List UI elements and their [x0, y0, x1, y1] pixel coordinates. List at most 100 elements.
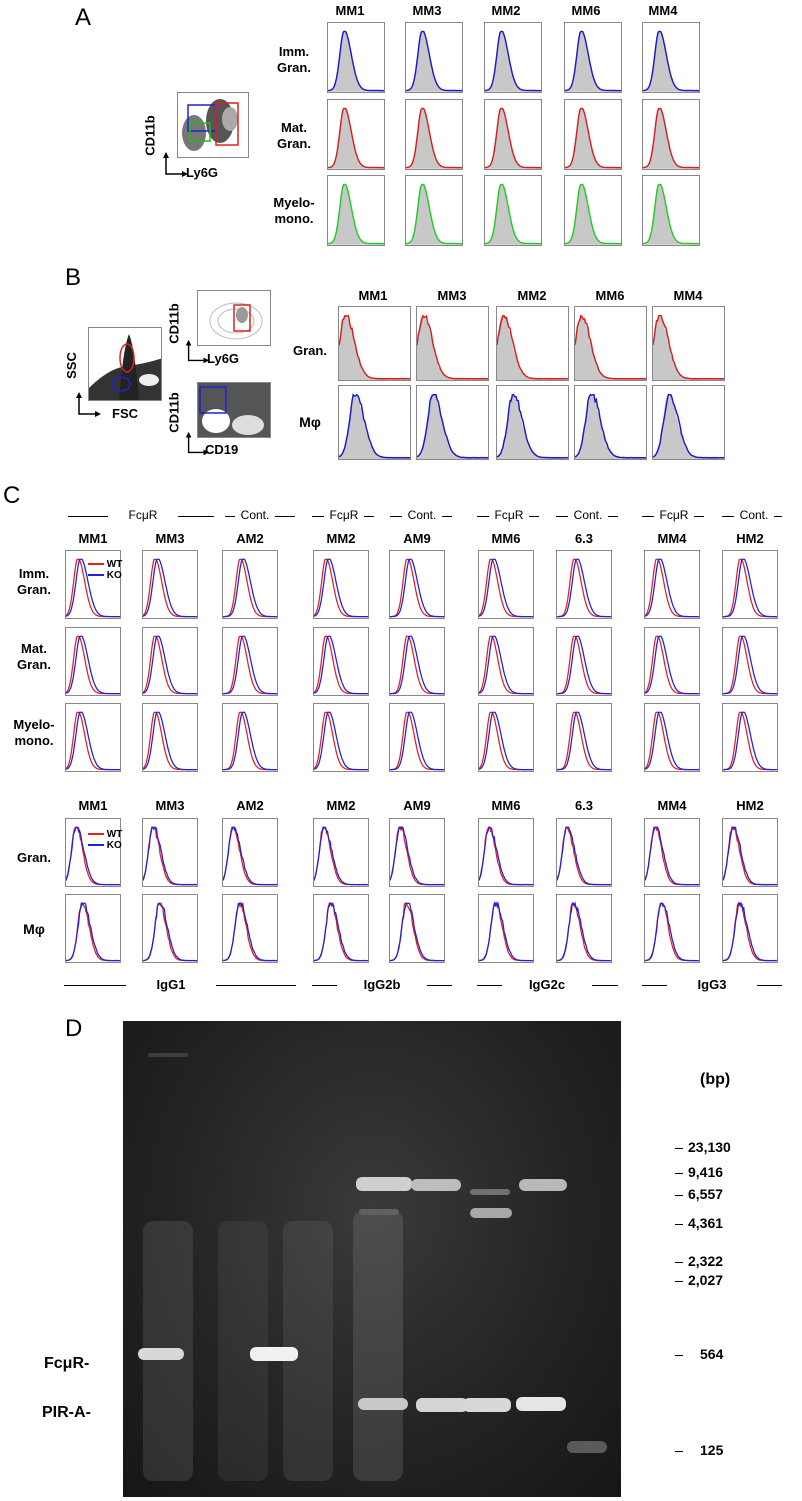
c-hist-top-r1-c2	[222, 627, 278, 696]
isotype-igg3: IgG3	[697, 977, 727, 992]
a-hist-r0-c2	[484, 22, 542, 93]
a-hist-r2-c1	[405, 175, 463, 246]
c-row-mphi: Mφ	[23, 921, 45, 937]
band-high-lane5	[356, 1177, 412, 1191]
c-hist-top-r1-c4	[389, 627, 445, 696]
axis-label-cd19: CD19	[205, 442, 239, 457]
bp-125: 125	[700, 1442, 724, 1458]
c-hist-top-r0-c2	[222, 550, 278, 619]
b-hist-r1-c4	[652, 385, 725, 460]
c-row-mat-gran: Mat. Gran.	[17, 641, 51, 672]
c-col-top-7: MM4	[657, 531, 687, 546]
c-hist-top-r0-c6	[556, 550, 612, 619]
c-col-top-2: AM2	[236, 531, 264, 546]
c-hdr-cont-3: Cont.	[573, 508, 603, 522]
c-hist-top-r2-c4	[389, 703, 445, 772]
c-hist-bot-r0-c7	[644, 818, 700, 887]
panel-letter-c: C	[3, 482, 21, 509]
c-col-top-0: MM1	[78, 531, 108, 546]
b-hist-r0-c0	[338, 306, 411, 381]
band-pira-lane7	[463, 1398, 511, 1412]
a-hist-r2-c3	[564, 175, 622, 246]
c-col-top-1: MM3	[155, 531, 185, 546]
c-hist-bot-r1-c8	[722, 894, 778, 963]
c-hdr-cont-4: Cont.	[739, 508, 769, 522]
a-col-mm4: MM4	[648, 3, 678, 18]
c-hist-top-r2-c7	[644, 703, 700, 772]
c-col-top-8: HM2	[736, 531, 764, 546]
c-hist-bot-r0-c8	[722, 818, 778, 887]
label-fcmur: FcμR-	[44, 1355, 90, 1372]
axis-arrows-b2	[185, 339, 210, 364]
b-hist-r0-c3	[574, 306, 647, 381]
a-hist-r0-c1	[405, 22, 463, 93]
a-hist-r2-c4	[642, 175, 700, 246]
b-col-mm6: MM6	[595, 288, 625, 303]
a-col-mm1: MM1	[335, 3, 365, 18]
axis-arrows-b1	[76, 392, 101, 417]
bp-4361: 4,361	[688, 1215, 724, 1231]
c-col-bot-6: 6.3	[574, 798, 594, 813]
a-hist-r2-c0	[327, 175, 385, 246]
b-hist-r1-c1	[416, 385, 489, 460]
c-col-bot-4: AM9	[403, 798, 431, 813]
a-hist-r1-c0	[327, 99, 385, 170]
a-col-mm3: MM3	[412, 3, 442, 18]
c-row-myelomono: Myelo- mono.	[13, 717, 55, 748]
a-hist-r1-c1	[405, 99, 463, 170]
b-row-gran: Gran.	[293, 343, 327, 358]
a-row-mat-gran: Mat. Gran.	[277, 120, 311, 151]
a-row-myelomono: Myelo- mono.	[273, 195, 315, 226]
b-col-mm1: MM1	[358, 288, 388, 303]
c-hdr-fc-4: FcμR	[659, 508, 689, 522]
c-hist-bot-r1-c7	[644, 894, 700, 963]
gating-plot-ssc-fsc	[88, 327, 162, 401]
c-col-top-4: AM9	[403, 531, 431, 546]
c-col-bot-5: MM6	[491, 798, 521, 813]
band-pira-lane6	[416, 1398, 468, 1412]
c-hist-top-r1-c6	[556, 627, 612, 696]
b-hist-r0-c2	[496, 306, 569, 381]
legend-top: WT KO	[88, 559, 122, 581]
legend-bottom: WT KO	[88, 829, 122, 851]
gating-plot-cd11b-cd19	[197, 382, 271, 438]
band-mid-lane7	[470, 1208, 512, 1218]
b-hist-r0-c4	[652, 306, 725, 381]
c-hdr-fc-1: FcμR	[128, 508, 158, 522]
isotype-igg2c: IgG2c	[528, 977, 566, 992]
c-hist-top-r2-c0	[65, 703, 121, 772]
c-hist-top-r0-c4	[389, 550, 445, 619]
c-hist-bot-r1-c0	[65, 894, 121, 963]
c-hist-top-r2-c8	[722, 703, 778, 772]
c-hist-bot-r0-c3	[313, 818, 369, 887]
panel-letter-b: B	[65, 264, 82, 291]
b-col-mm3: MM3	[437, 288, 467, 303]
c-hist-top-r0-c8	[722, 550, 778, 619]
c-hist-top-r1-c1	[142, 627, 198, 696]
c-col-bot-8: HM2	[736, 798, 764, 813]
panel-letter-a: A	[75, 4, 92, 31]
b-col-mm2: MM2	[517, 288, 547, 303]
c-hist-bot-r0-c1	[142, 818, 198, 887]
band-pira-lane8	[516, 1397, 566, 1411]
c-hist-bot-r1-c1	[142, 894, 198, 963]
axis-label-fsc: FSC	[112, 406, 138, 421]
a-hist-r0-c0	[327, 22, 385, 93]
a-hist-r1-c2	[484, 99, 542, 170]
c-hist-top-r1-c7	[644, 627, 700, 696]
a-col-mm6: MM6	[571, 3, 601, 18]
c-hist-top-r1-c5	[478, 627, 534, 696]
bp-2322: 2,322	[688, 1253, 724, 1269]
c-hist-top-r2-c5	[478, 703, 534, 772]
bp-unit: (bp)	[700, 1071, 731, 1088]
b-row-mphi: Mφ	[299, 414, 321, 430]
c-col-bot-7: MM4	[657, 798, 687, 813]
bp-564: 564	[700, 1346, 724, 1362]
label-pira: PIR-A-	[42, 1404, 91, 1421]
c-hist-bot-r0-c2	[222, 818, 278, 887]
c-col-top-5: MM6	[491, 531, 521, 546]
c-col-top-3: MM2	[326, 531, 356, 546]
a-row-imm-gran: Imm. Gran.	[277, 44, 311, 75]
c-hist-top-r1-c8	[722, 627, 778, 696]
c-hist-top-r0-c0	[65, 550, 121, 619]
